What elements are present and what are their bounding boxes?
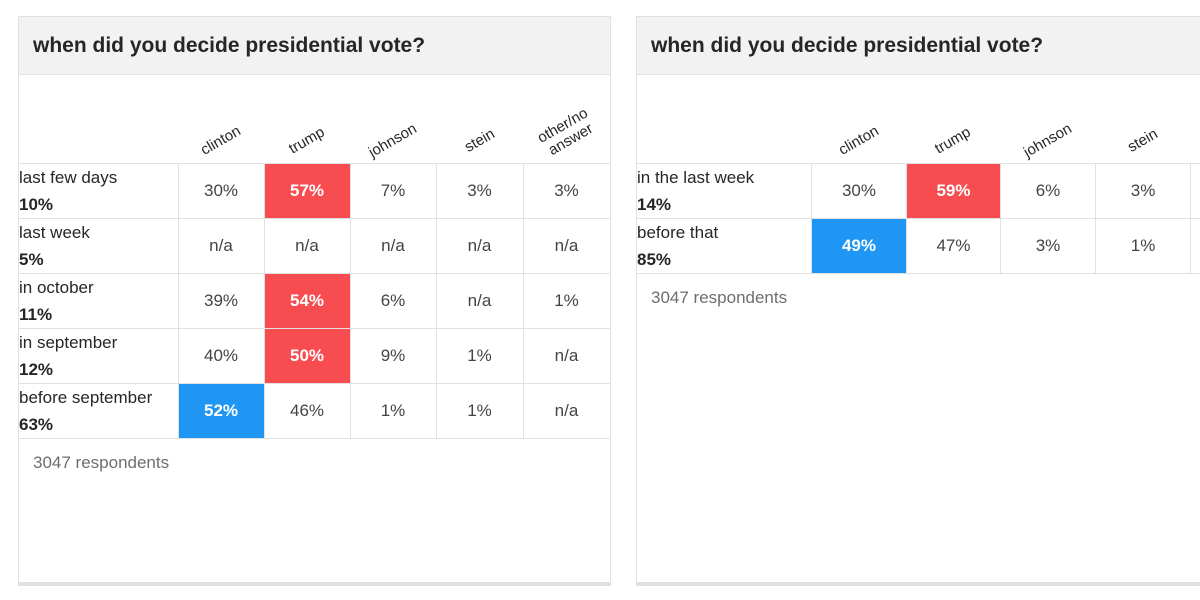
column-header-label: stein <box>1124 124 1161 156</box>
row-share: 85% <box>637 249 672 269</box>
value-cell: n/a <box>523 383 610 439</box>
value-cell: 1% <box>350 383 437 439</box>
value-cell: 47% <box>906 218 1002 274</box>
value-cell: 1% <box>1095 218 1192 274</box>
value-cell: n/a <box>1190 218 1200 274</box>
card-header: when did you decide presidential vote? <box>19 17 610 75</box>
value-cell: 3% <box>1000 218 1096 274</box>
value-cell: 50% <box>264 328 351 384</box>
row-share: 10% <box>19 194 54 214</box>
value-cell: n/a <box>178 218 265 274</box>
value-cell: 54% <box>264 273 351 329</box>
value-cell: 39% <box>178 273 265 329</box>
row-label-text: in october <box>19 277 94 297</box>
row-label-text: last week <box>19 222 90 242</box>
value-cell: n/a <box>436 273 524 329</box>
row-share: 5% <box>19 249 44 269</box>
poll-card-2: when did you decide presidential vote? c… <box>636 16 1200 586</box>
table-row: in the last week 14% 30%59%6%3%2% <box>637 163 1200 219</box>
column-header-label: clinton <box>835 121 882 159</box>
row-share: 12% <box>19 359 54 379</box>
column-header: clinton <box>178 75 264 164</box>
row-share: 63% <box>19 414 54 434</box>
column-header-label: johnson <box>1020 119 1075 161</box>
value-cell: 59% <box>906 163 1002 219</box>
row-label-text: in the last week <box>637 167 755 187</box>
value-cell: n/a <box>350 218 437 274</box>
column-header: johnson <box>1000 75 1096 164</box>
header-blank <box>637 75 812 164</box>
table-row: before that 85% 49%47%3%1%n/a <box>637 218 1200 274</box>
respondents-note: 3047 respondents <box>33 452 170 472</box>
column-header: clinton <box>811 75 907 164</box>
value-cell: 9% <box>350 328 437 384</box>
card-header: when did you decide presidential vote? <box>637 17 1200 75</box>
column-header-label: johnson <box>365 119 420 161</box>
column-header: stein <box>1095 75 1191 164</box>
value-cell: n/a <box>436 218 524 274</box>
table-row: last week 5% n/a n/a n/a n/a n/a <box>19 218 610 274</box>
row-label: before that 85% <box>637 218 813 274</box>
table-row: in september 12% 40% 50% 9% 1% n/a <box>19 328 610 384</box>
table-row: before september 63% 52% 46% 1% 1% n/a <box>19 383 610 439</box>
value-cell: n/a <box>523 328 610 384</box>
value-cell: 57% <box>264 163 351 219</box>
value-cell: 2% <box>1190 163 1200 219</box>
value-cell: 3% <box>1095 163 1192 219</box>
poll-table: clinton trump johnson stein other/no answer l… <box>19 75 610 439</box>
respondents-note: 3047 respondents <box>651 287 788 307</box>
chart-title: when did you decide presidential vote? <box>33 33 426 57</box>
row-label: in october 11% <box>19 273 179 329</box>
value-cell: 7% <box>350 163 437 219</box>
row-share: 11% <box>19 304 53 324</box>
value-cell: 3% <box>523 163 610 219</box>
row-label-text: in september <box>19 332 118 352</box>
column-header: trump <box>264 75 350 164</box>
column-header-label: clinton <box>197 121 244 159</box>
value-cell: 6% <box>350 273 437 329</box>
value-cell: 1% <box>436 328 524 384</box>
column-header: stein <box>436 75 523 164</box>
value-cell: 30% <box>811 163 907 219</box>
column-header-row: clinton trump johnson stein other/no answer <box>19 75 610 164</box>
row-label: last week 5% <box>19 218 179 274</box>
value-cell: 1% <box>523 273 610 329</box>
value-cell: 52% <box>178 383 265 439</box>
value-cell: 49% <box>811 218 907 274</box>
value-cell: 30% <box>178 163 265 219</box>
value-cell: 3% <box>436 163 524 219</box>
row-share: 14% <box>637 194 672 214</box>
column-header: trump <box>906 75 1001 164</box>
column-header: other/no answer <box>523 75 610 164</box>
value-cell: 40% <box>178 328 265 384</box>
column-header-label: trump <box>932 123 975 158</box>
column-header: johnson <box>350 75 436 164</box>
column-header-label: stein <box>461 124 498 156</box>
row-label-text: last few days <box>19 167 118 187</box>
chart-title: when did you decide presidential vote? <box>651 33 1044 57</box>
value-cell: 46% <box>264 383 351 439</box>
row-label-text: before that <box>637 222 719 242</box>
column-header-row: clinton trump johnson stein other/no answer <box>637 75 1200 164</box>
column-header-label: trump <box>285 123 328 158</box>
row-label: last few days 10% <box>19 163 179 219</box>
row-label: in september 12% <box>19 328 179 384</box>
row-label: before september 63% <box>19 383 179 439</box>
value-cell: 6% <box>1000 163 1096 219</box>
header-blank <box>19 75 178 164</box>
column-header: other/no answer <box>1190 75 1200 164</box>
value-cell: n/a <box>264 218 351 274</box>
value-cell: n/a <box>523 218 610 274</box>
table-row: last few days 10% 30% 57% 7% 3% 3% <box>19 163 610 219</box>
row-label: in the last week 14% <box>637 163 813 219</box>
poll-card-1: when did you decide presidential vote? c… <box>18 16 611 586</box>
column-header-label: other/no answer <box>534 104 596 159</box>
table-row: in october 11% 39% 54% 6% n/a 1% <box>19 273 610 329</box>
value-cell: 1% <box>436 383 524 439</box>
row-label-text: before september <box>19 387 153 407</box>
